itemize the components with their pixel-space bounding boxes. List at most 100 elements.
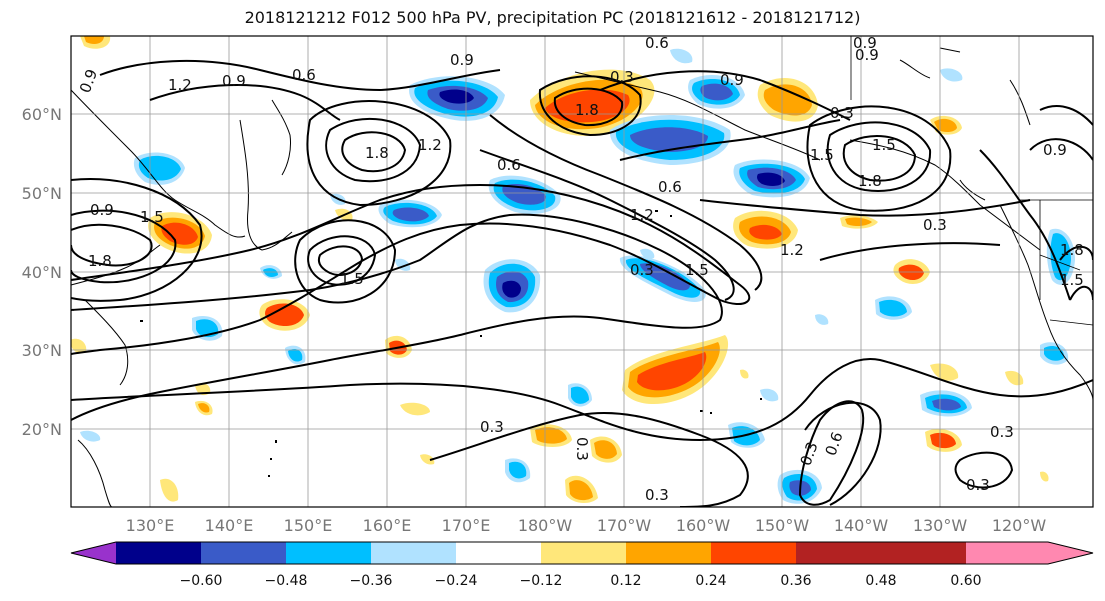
precip-negative — [879, 299, 907, 317]
precip-positive — [1040, 471, 1049, 482]
precip-negative — [196, 319, 219, 338]
contour-label: 0.9 — [90, 201, 114, 219]
precip-positive — [845, 217, 872, 227]
colorbar-tick: −0.36 — [350, 573, 393, 589]
lon-label: 160°E — [363, 516, 412, 535]
precip-positive — [420, 454, 435, 465]
precip-positive — [84, 36, 104, 44]
precip-negative — [1050, 233, 1071, 281]
contour-label: 0.9 — [855, 46, 879, 64]
contour-label: 0.6 — [645, 34, 669, 52]
precip-negative — [392, 207, 429, 222]
graticule — [71, 36, 1093, 507]
precip-positive — [160, 478, 179, 502]
contour-label: 0.3 — [480, 418, 504, 436]
lat-label: 60°N — [22, 105, 62, 124]
contour-label: 1.5 — [872, 136, 896, 154]
precip-positive — [198, 403, 210, 413]
precip-positive — [400, 402, 430, 416]
contour-label: 0.3 — [830, 104, 854, 122]
precip-negative — [439, 89, 474, 104]
precip-negative — [815, 314, 829, 325]
precip-negative — [932, 398, 961, 411]
lon-label: 170°W — [597, 516, 652, 535]
contour-label: 0.9 — [853, 34, 877, 52]
contour-label: 1.2 — [168, 76, 192, 94]
colorbar-swatch — [286, 542, 371, 564]
contour-label: 0.3 — [645, 486, 669, 504]
lon-label: 180°W — [518, 516, 573, 535]
lat-labels: 60°N 50°N 40°N 30°N 20°N — [22, 105, 62, 439]
colorbar-tick: −0.48 — [265, 573, 308, 589]
precip-negative — [940, 68, 963, 82]
lon-label: 160°W — [676, 516, 731, 535]
colorbar-ticks: −0.60 −0.48 −0.36 −0.24 −0.12 0.12 0.24 … — [180, 573, 982, 589]
precip-negative — [509, 461, 527, 479]
precip-positive — [594, 440, 617, 459]
colorbar-swatch — [201, 542, 286, 564]
precip-negative — [757, 172, 785, 186]
precip-negative — [571, 386, 589, 404]
lon-label: 170°E — [442, 516, 491, 535]
colorbar-swatch — [371, 542, 456, 564]
colorbar-extend-low — [71, 542, 116, 564]
colorbar-tick: −0.12 — [520, 573, 563, 589]
precip-negative — [288, 349, 303, 362]
map-frame — [70, 35, 1094, 508]
colorbar-swatch — [881, 542, 966, 564]
colorbar-swatch — [711, 542, 796, 564]
contour-label: 0.6 — [497, 156, 521, 174]
lon-label: 150°E — [284, 516, 333, 535]
lon-label: 140°W — [834, 516, 889, 535]
contour-label: 1.2 — [780, 241, 804, 259]
precip-negative — [630, 127, 708, 152]
contour-label: 1.5 — [1060, 271, 1084, 289]
precip-negative — [640, 263, 690, 291]
lat-label: 20°N — [22, 420, 62, 439]
precip-positive — [265, 303, 304, 327]
precip-positive — [161, 222, 198, 245]
precip-negative — [670, 48, 693, 64]
contour-label: 0.3 — [923, 216, 947, 234]
borders — [850, 36, 1093, 326]
lon-label: 150°W — [755, 516, 810, 535]
contour-label: 1.5 — [685, 261, 709, 279]
contour-labels: 0.9 1.2 0.9 0.6 0.9 0.6 0.9 1.2 0.3 1.5 … — [76, 34, 1084, 504]
precip-positive — [930, 432, 956, 449]
contour-label: 0.6 — [292, 66, 316, 84]
colorbar-swatch — [626, 542, 711, 564]
contour-label: 1.5 — [810, 146, 834, 164]
precip-positive — [637, 352, 707, 391]
contour-label: 0.9 — [1043, 141, 1067, 159]
colorbar-swatch — [456, 542, 541, 564]
lon-labels: 130°E 140°E 150°E 160°E 170°E 180°W 170°… — [126, 516, 1047, 535]
precip-negative — [502, 280, 521, 298]
contour-label: 1.8 — [88, 252, 112, 270]
contour-label: 1.5 — [340, 270, 364, 288]
contour-label: 1.8 — [858, 172, 882, 190]
colorbar-tick: −0.24 — [435, 573, 478, 589]
contour-label: 0.9 — [450, 51, 474, 69]
contour-label: 1.2 — [630, 206, 654, 224]
map-title: 2018121212 F012 500 hPa PV, precipitatio… — [244, 8, 861, 27]
colorbar — [70, 541, 1094, 565]
precip-positive — [740, 369, 749, 379]
colorbar-tick: 0.60 — [950, 573, 981, 589]
contour-label: 0.9 — [720, 71, 744, 89]
contour-label: 1.8 — [575, 101, 599, 119]
precip-positive — [763, 84, 812, 116]
contour-label: 1.5 — [140, 208, 164, 226]
contour-label: 0.6 — [658, 178, 682, 196]
precip-negative — [760, 388, 779, 402]
precip-positive — [535, 427, 567, 444]
contour-label: 1.2 — [418, 136, 442, 154]
contour-label: 0.3 — [630, 261, 654, 279]
lon-label: 130°E — [126, 516, 175, 535]
colorbar-swatch — [541, 542, 626, 564]
precip-positive — [569, 480, 593, 501]
precip-positive — [749, 224, 782, 240]
contour-label: 1.8 — [365, 144, 389, 162]
precip-positive — [930, 363, 959, 381]
precip-negative — [640, 248, 655, 259]
contour-label: 0.9 — [222, 72, 246, 90]
